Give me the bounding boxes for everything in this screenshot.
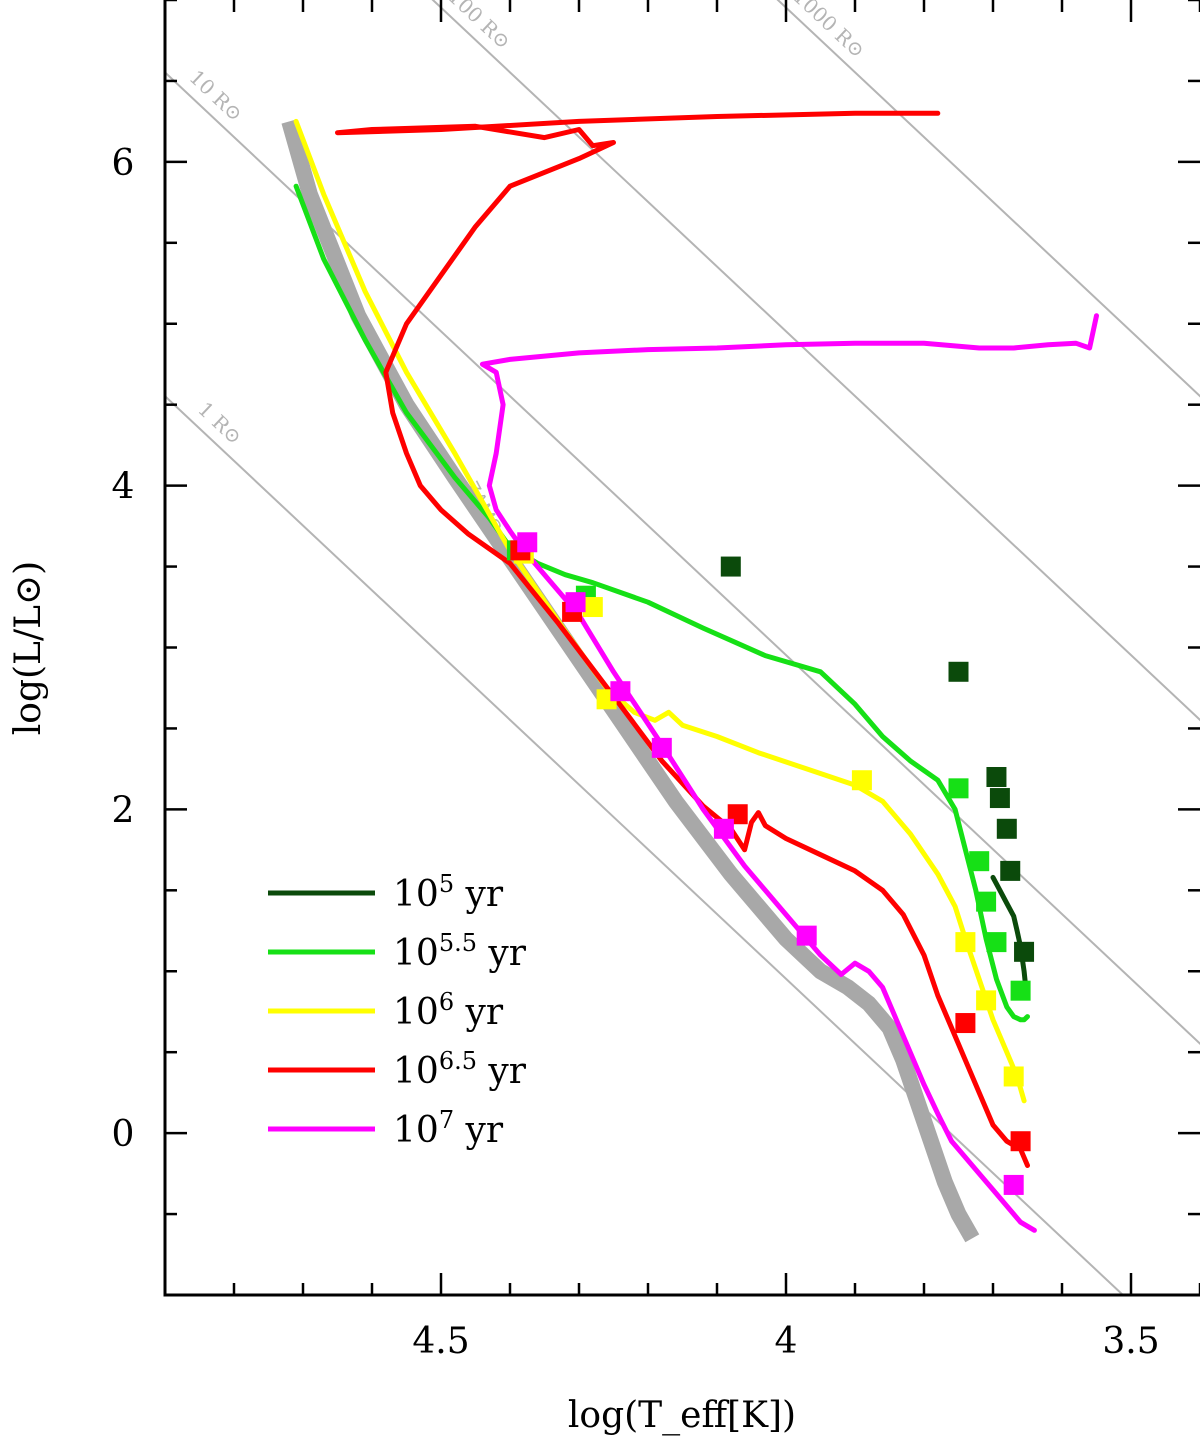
legend-label-1: 105.5 yr [393, 929, 527, 974]
marker-4-4 [713, 818, 734, 839]
radius-labels: 1 R⊙10 R⊙100 R⊙ 1000 R⊙ZAMS [185, 0, 870, 537]
isochrone-line-4 [479, 313, 1099, 1233]
marker-4-5 [796, 925, 817, 946]
x-tick-label: 3.5 [1102, 1321, 1159, 1362]
marker-2-3 [851, 770, 872, 791]
legend: 105 yr 105.5 yr 106 yr 106.5 yr 107 yr [268, 870, 527, 1151]
radius-line-1000rsun [776, 0, 1200, 398]
y-tick-label: 6 [112, 143, 135, 184]
markers [506, 532, 1035, 1195]
marker-3-3 [955, 1013, 976, 1034]
isochrone-line-1 [293, 183, 1030, 1023]
marker-2-5 [976, 990, 997, 1011]
radius-lines [165, 0, 1200, 1295]
zams-track [281, 119, 980, 1243]
marker-4-1 [565, 592, 586, 613]
marker-1-5 [986, 932, 1007, 953]
radius-label-100rsun: 100 R⊙ [444, 0, 516, 54]
radius-line-1rsun [165, 394, 1125, 1295]
axes: 4.5 4 3.5 0 2 4 6 log(T_eff[K]) log(L/L⊙) [8, 0, 1200, 1436]
marker-0-6 [1014, 941, 1035, 962]
legend-label-2: 106 yr [393, 988, 504, 1033]
marker-0-3 [989, 788, 1010, 809]
marker-1-3 [969, 851, 990, 872]
marker-0-4 [996, 818, 1017, 839]
marker-1-2 [948, 778, 969, 799]
isochrone-line-0 [990, 874, 1029, 994]
legend-label-4: 107 yr [393, 1106, 504, 1151]
x-tick-label: 4.5 [412, 1321, 469, 1362]
y-tick-label: 2 [112, 790, 135, 831]
isochrone-line-3 [335, 110, 1030, 1168]
radius-line-100rsun [431, 0, 1200, 722]
marker-2-6 [1003, 1066, 1024, 1087]
marker-4-0 [517, 532, 538, 553]
isochrone-line-2 [293, 118, 1027, 1104]
radius-label-1000rsun: 1000 R⊙ [789, 0, 870, 63]
marker-2-1 [582, 597, 603, 618]
marker-0-1 [948, 661, 969, 682]
x-tick-label: 4 [775, 1321, 798, 1362]
marker-4-2 [610, 681, 631, 702]
marker-2-4 [955, 932, 976, 953]
plot-frame [163, 0, 1200, 1297]
radius-label-10rsun: 10 R⊙ [185, 65, 248, 126]
marker-0-2 [986, 767, 1007, 787]
x-axis-title: log(T_eff[K]) [568, 1395, 796, 1436]
y-tick-label: 4 [112, 467, 135, 508]
marker-0-0 [720, 556, 741, 577]
zams-line [281, 119, 980, 1243]
legend-label-3: 106.5 yr [393, 1047, 527, 1092]
marker-4-6 [1003, 1174, 1024, 1195]
y-tick-label: 0 [112, 1114, 135, 1155]
marker-0-5 [1000, 860, 1021, 881]
radius-line-10rsun [165, 70, 1200, 1045]
marker-3-4 [1010, 1131, 1031, 1152]
radius-label-1rsun: 1 R⊙ [193, 397, 247, 449]
marker-1-4 [976, 891, 997, 912]
marker-4-3 [651, 737, 672, 758]
isochrones [293, 110, 1099, 1233]
legend-label-0: 105 yr [393, 870, 504, 915]
marker-1-6 [1010, 980, 1031, 1001]
y-axis-title: log(L/L⊙) [8, 561, 49, 735]
